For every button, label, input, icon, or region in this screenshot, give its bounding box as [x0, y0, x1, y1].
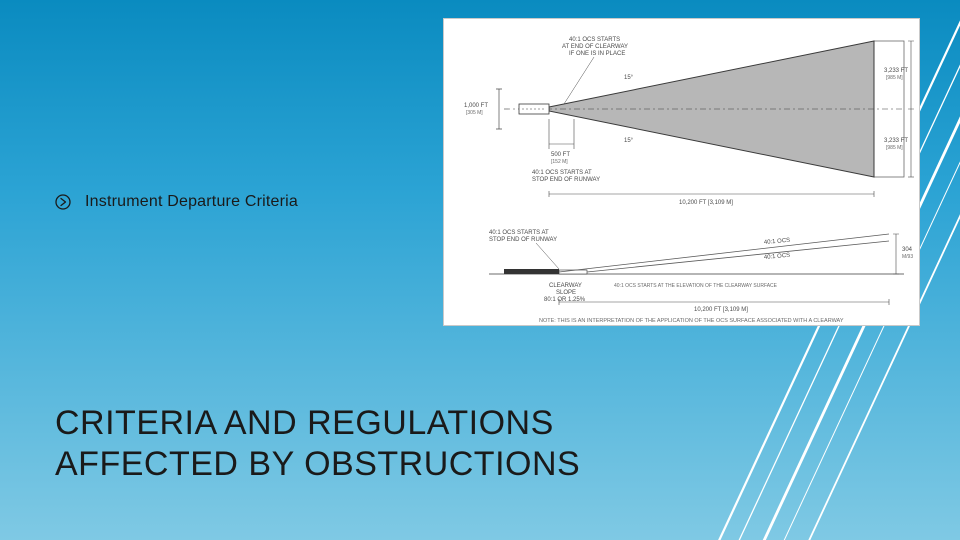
fig-right-dim-top: 3,233 FT [884, 68, 908, 74]
fig-side-left-note-1: 40:1 OCS STARTS AT [489, 230, 549, 236]
title-line-2: AFFECTED BY OBSTRUCTIONS [55, 444, 580, 485]
departure-criteria-figure: 1,000 FT [305 M] 500 FT [152 M] 15° 15° … [443, 18, 920, 326]
fig-slope-label-1: 40:1 OCS [764, 238, 791, 246]
fig-clearway-1: CLEARWAY [549, 283, 582, 289]
fig-side-bottom-dim: 10,200 FT [3,109 M] [694, 307, 748, 313]
fig-slope-label-2: 40:1 OCS [764, 253, 791, 261]
fig-side-left-note-2: STOP END OF RUNWAY [489, 237, 557, 243]
fig-clearway-2: SLOPE [556, 290, 576, 296]
fig-right-dim-bot: 3,233 FT [884, 138, 908, 144]
fig-top-note-2: AT END OF CLEARWAY [562, 44, 628, 50]
slide: Instrument Departure Criteria CRITERIA A… [0, 0, 960, 540]
fig-side-right-dim-sub: M/93 [902, 254, 913, 260]
fig-mid-dim-sub: [152 M] [551, 159, 568, 165]
fig-plan-bottom-note-1: 40:1 OCS STARTS AT [532, 170, 592, 176]
title-line-1: CRITERIA AND REGULATIONS [55, 403, 580, 444]
slide-title: CRITERIA AND REGULATIONS AFFECTED BY OBS… [55, 403, 580, 485]
bullet-item: Instrument Departure Criteria [55, 193, 298, 211]
fig-plan-bottom-dim: 10,200 FT [3,109 M] [679, 200, 733, 206]
fig-top-note-3: IF ONE IS IN PLACE [569, 51, 625, 57]
fig-left-dim-sub: [305 M] [466, 110, 483, 116]
fig-angle-bot: 15° [624, 138, 634, 144]
fig-footnote: NOTE: THIS IS AN INTERPRETATION OF THE A… [539, 318, 844, 324]
fig-mid-dim: 500 FT [551, 152, 570, 158]
fig-right-dim-bot-sub: [985 M] [886, 145, 903, 151]
fig-plan-bottom-note-2: STOP END OF RUNWAY [532, 177, 600, 183]
fig-right-dim-top-sub: [985 M] [886, 75, 903, 81]
fig-side-right-dim: 304 [902, 247, 913, 253]
bullet-text: Instrument Departure Criteria [85, 193, 298, 211]
fig-angle-top: 15° [624, 75, 634, 81]
fig-top-note-1: 40:1 OCS STARTS [569, 37, 620, 43]
fig-left-dim: 1,000 FT [464, 103, 488, 109]
fig-elev-note: 40:1 OCS STARTS AT THE ELEVATION OF THE … [614, 283, 778, 289]
arrow-bullet-icon [55, 194, 71, 210]
